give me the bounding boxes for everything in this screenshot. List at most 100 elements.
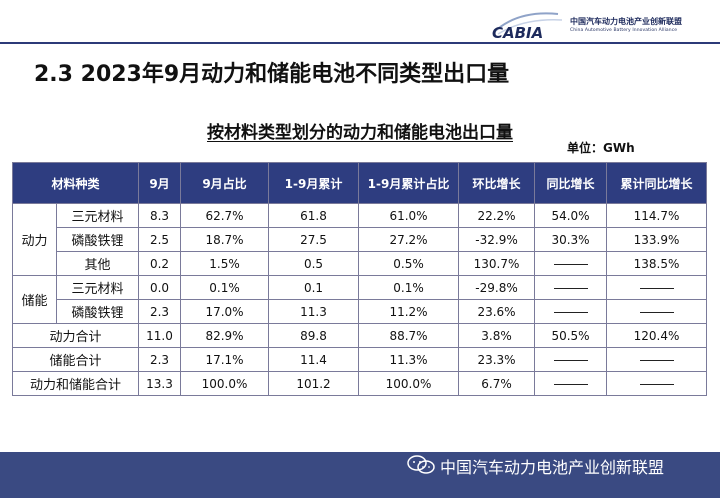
org-name-en: China Automotive Battery Innovation Alli… <box>570 28 678 33</box>
dash-cell <box>606 299 708 324</box>
material-cell: 三元材料 <box>55 203 140 228</box>
dash-mark <box>553 263 588 265</box>
value-cell: 100.0% <box>358 371 460 396</box>
org-name-cn: 中国汽车动力电池产业创新联盟 <box>570 17 682 26</box>
value-cell: 11.3 <box>268 299 360 324</box>
col-header-ytd: 1-9月累计 <box>268 162 360 204</box>
dash-mark <box>639 359 674 361</box>
table-row: 其他 0.2 1.5% 0.5 0.5% 130.7% 138.5% <box>13 251 708 276</box>
dash-cell <box>534 299 608 324</box>
group-label-storage: 储能 <box>12 275 57 324</box>
value-cell: 3.8% <box>458 323 536 348</box>
table-title-text: 按材料类型划分的动力和储能电池出口量 <box>207 123 513 143</box>
value-cell: 0.1 <box>268 275 360 300</box>
value-cell: 30.3% <box>534 227 608 252</box>
total-label: 储能合计 <box>11 347 140 372</box>
value-cell: 54.0% <box>534 203 608 228</box>
value-cell: 27.5 <box>268 227 360 252</box>
col-header-sep-share: 9月占比 <box>180 162 270 204</box>
col-header-material: 材料种类 <box>11 162 140 204</box>
wechat-icon <box>407 455 435 474</box>
value-cell: 17.0% <box>180 299 270 324</box>
table-row: 动力合计 11.0 82.9% 89.8 88.7% 3.8% 50.5% 12… <box>11 323 708 348</box>
value-cell: 17.1% <box>180 347 270 372</box>
material-cell: 其他 <box>55 251 140 276</box>
dash-cell <box>534 275 608 300</box>
table-row: 动力 三元材料 8.3 62.7% 61.8 61.0% 22.2% 54.0%… <box>12 203 708 276</box>
value-cell: 50.5% <box>534 323 608 348</box>
logo-text: CABIA <box>492 24 543 42</box>
dash-cell <box>534 347 608 372</box>
value-cell: 0.1% <box>358 275 460 300</box>
value-cell: 11.4 <box>268 347 360 372</box>
value-cell: 82.9% <box>180 323 270 348</box>
dash-cell <box>534 371 608 396</box>
value-cell: 1.5% <box>180 251 270 276</box>
dash-cell <box>534 251 608 276</box>
value-cell: 0.0 <box>138 275 182 300</box>
value-cell: 0.1% <box>180 275 270 300</box>
value-cell: 0.5 <box>268 251 360 276</box>
value-cell: 138.5% <box>606 251 708 276</box>
table-row: 磷酸铁锂 2.3 17.0% 11.3 11.2% 23.6% <box>13 299 708 324</box>
table-row: 动力和储能合计 13.3 100.0% 101.2 100.0% 6.7% <box>11 371 708 396</box>
table-row: 储能合计 2.3 17.1% 11.4 11.3% 23.3% <box>11 347 708 372</box>
value-cell: 11.0 <box>138 323 182 348</box>
value-cell: 61.0% <box>358 203 460 228</box>
footer-org-name: 中国汽车动力电池产业创新联盟 <box>440 458 665 477</box>
dash-mark <box>639 287 674 289</box>
slide-title: 2.3 2023年9月动力和储能电池不同类型出口量 <box>34 62 510 87</box>
value-cell: 6.7% <box>458 371 536 396</box>
header-rule <box>0 42 720 44</box>
dash-mark <box>553 311 588 313</box>
dash-mark <box>553 383 588 385</box>
value-cell: 88.7% <box>358 323 460 348</box>
group-label-power: 动力 <box>12 203 57 276</box>
col-header-ytd-yoy: 累计同比增长 <box>606 162 708 204</box>
value-cell: 114.7% <box>606 203 708 228</box>
value-cell: 2.5 <box>138 227 182 252</box>
value-cell: 18.7% <box>180 227 270 252</box>
footer-bar <box>0 452 720 498</box>
export-table: 材料种类 9月 9月占比 1-9月累计 1-9月累计占比 环比增长 同比增长 累… <box>11 162 708 396</box>
value-cell: 61.8 <box>268 203 360 228</box>
dash-mark <box>639 311 674 313</box>
value-cell: 22.2% <box>458 203 536 228</box>
value-cell: 11.2% <box>358 299 460 324</box>
value-cell: 8.3 <box>138 203 182 228</box>
value-cell: 2.3 <box>138 299 182 324</box>
table-row: 储能 三元材料 0.0 0.1% 0.1 0.1% -29.8% <box>12 275 708 324</box>
table-row: 磷酸铁锂 2.5 18.7% 27.5 27.2% -32.9% 30.3% 1… <box>13 227 708 252</box>
value-cell: 100.0% <box>180 371 270 396</box>
value-cell: 13.3 <box>138 371 182 396</box>
value-cell: 2.3 <box>138 347 182 372</box>
value-cell: 130.7% <box>458 251 536 276</box>
dash-mark <box>553 287 588 289</box>
top-bar: CABIA 中国汽车动力电池产业创新联盟 China Automotive Ba… <box>0 0 720 50</box>
value-cell: 62.7% <box>180 203 270 228</box>
material-cell: 三元材料 <box>55 275 140 300</box>
total-label: 动力和储能合计 <box>11 371 140 396</box>
value-cell: 120.4% <box>606 323 708 348</box>
value-cell: -32.9% <box>458 227 536 252</box>
value-cell: 27.2% <box>358 227 460 252</box>
cabia-logo: CABIA <box>492 12 563 42</box>
dash-cell <box>606 371 708 396</box>
col-header-ytd-share: 1-9月累计占比 <box>358 162 460 204</box>
dash-mark <box>553 359 588 361</box>
dash-mark <box>639 383 674 385</box>
col-header-yoy: 同比增长 <box>534 162 608 204</box>
value-cell: 101.2 <box>268 371 360 396</box>
value-cell: 23.3% <box>458 347 536 372</box>
value-cell: 0.5% <box>358 251 460 276</box>
value-cell: -29.8% <box>458 275 536 300</box>
material-cell: 磷酸铁锂 <box>55 227 140 252</box>
total-label: 动力合计 <box>11 323 140 348</box>
value-cell: 11.3% <box>358 347 460 372</box>
value-cell: 89.8 <box>268 323 360 348</box>
col-header-mom: 环比增长 <box>458 162 536 204</box>
dash-cell <box>606 347 708 372</box>
unit-label: 单位：GWh <box>567 141 635 155</box>
value-cell: 0.2 <box>138 251 182 276</box>
header-row: 材料种类 9月 9月占比 1-9月累计 1-9月累计占比 环比增长 同比增长 累… <box>11 162 708 204</box>
